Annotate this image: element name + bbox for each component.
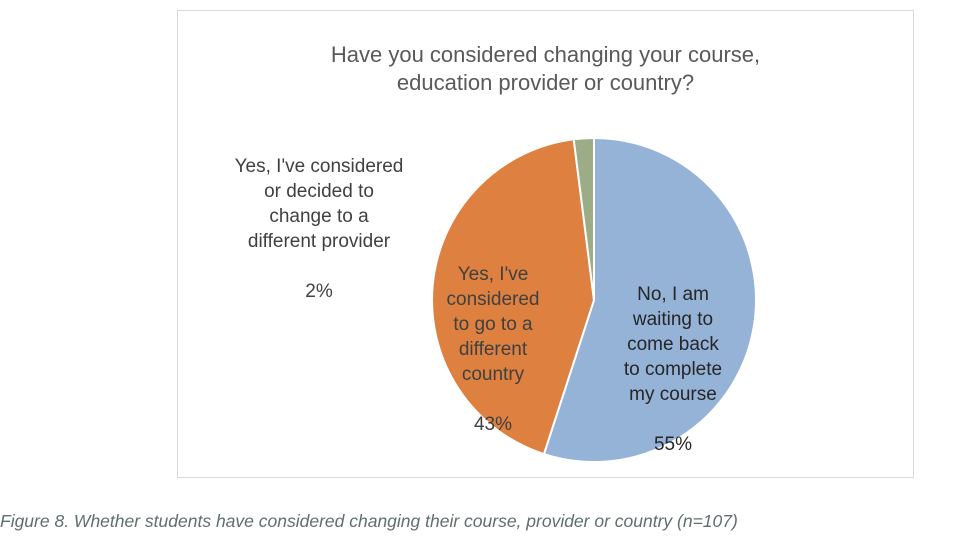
- slice-label-different-country: Yes, I've considered to go to a differen…: [428, 237, 558, 437]
- chart-frame: Have you considered changing your course…: [177, 10, 914, 478]
- chart-title: Have you considered changing your course…: [330, 42, 761, 95]
- pie-slice-different-provider: [572, 136, 595, 301]
- slice-value-label: 2%: [305, 281, 333, 302]
- slice-label-different-provider: Yes, I've considered or decided to chang…: [214, 129, 424, 304]
- slice-label-text: Yes, I've considered or decided to chang…: [234, 156, 404, 252]
- slice-label-no-waiting: No, I am waiting to come back to complet…: [598, 257, 748, 457]
- pie-chart: [431, 136, 758, 463]
- slice-value-label: 55%: [653, 434, 693, 455]
- pie-slice-no-waiting: [542, 136, 758, 463]
- figure-caption: Figure 8. Whether students have consider…: [0, 511, 738, 531]
- slice-label-text: No, I am waiting to come back to complet…: [623, 284, 723, 405]
- slice-label-text: Yes, I've considered to go to a differen…: [446, 264, 540, 385]
- slice-value-label: 43%: [473, 414, 513, 435]
- pie-slice-different-country: [431, 138, 596, 456]
